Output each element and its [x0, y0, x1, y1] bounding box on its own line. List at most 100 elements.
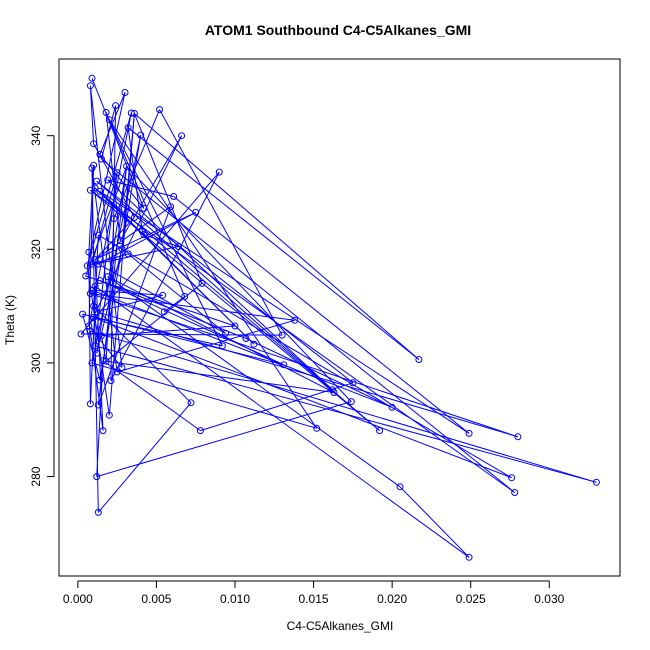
- data-point: [514, 433, 522, 441]
- series-line-segment: [105, 112, 121, 241]
- series-line-segment: [159, 109, 283, 336]
- series-line-segment: [200, 382, 354, 432]
- data-point: [110, 215, 118, 223]
- series-line-segment: [119, 135, 183, 242]
- data-point: [88, 260, 96, 268]
- data-point: [137, 131, 145, 139]
- series-line-segment: [90, 330, 597, 483]
- series-line-segment: [89, 85, 123, 368]
- series-line-segment: [91, 172, 118, 265]
- series-line-segment: [108, 119, 223, 347]
- series-line-segment: [110, 105, 117, 381]
- y-tick-label: 320: [29, 239, 43, 259]
- series-line-segment: [91, 362, 317, 429]
- series-line-segment: [94, 345, 597, 483]
- data-point: [94, 401, 102, 409]
- series-line-segment: [99, 190, 470, 434]
- series-line-segment: [96, 180, 333, 391]
- series-line-segment: [96, 401, 352, 478]
- data-point: [86, 400, 94, 408]
- series-line-segment: [98, 263, 226, 334]
- data-point: [93, 177, 101, 185]
- data-point: [102, 357, 110, 365]
- x-tick-label: 0.030: [534, 592, 564, 606]
- series-line-segment: [96, 294, 163, 313]
- data-point: [127, 109, 135, 117]
- data-point: [96, 187, 104, 195]
- series-line-segment: [134, 113, 420, 360]
- data-point: [86, 82, 94, 90]
- series-line-segment: [96, 180, 354, 384]
- y-tick-label: 280: [29, 466, 43, 486]
- data-point: [130, 110, 138, 117]
- series-line-segment: [93, 317, 512, 479]
- data-point: [86, 186, 94, 194]
- series-line-segment: [127, 127, 420, 360]
- data-point: [94, 231, 102, 239]
- data-point: [376, 427, 384, 435]
- data-point: [328, 386, 336, 394]
- y-axis-label: Theta (K): [3, 295, 17, 345]
- data-point: [96, 150, 104, 158]
- data-point: [104, 273, 112, 281]
- data-point: [222, 329, 230, 337]
- y-axis: 280 300 320 340: [29, 125, 55, 487]
- series-line-segment: [164, 296, 185, 313]
- data-lines: [80, 78, 597, 558]
- data-point: [242, 335, 250, 342]
- data-point: [79, 310, 87, 318]
- data-point: [159, 291, 167, 299]
- data-point: [112, 102, 120, 110]
- data-point: [192, 208, 200, 216]
- data-point: [170, 193, 178, 200]
- data-point: [85, 248, 93, 256]
- data-point: [140, 204, 148, 212]
- data-point: [93, 308, 101, 316]
- data-point: [113, 368, 121, 376]
- data-point: [85, 322, 93, 330]
- data-point: [140, 231, 148, 239]
- series-line-segment: [105, 218, 115, 362]
- data-points: [77, 74, 600, 561]
- series-line-segment: [110, 171, 220, 381]
- data-point: [102, 108, 110, 116]
- x-tick-label: 0.020: [377, 592, 407, 606]
- series-line-segment: [107, 179, 174, 197]
- x-axis-label: C4-C5Alkanes_GMI: [287, 619, 394, 633]
- y-tick-label: 300: [29, 353, 43, 373]
- data-point: [250, 340, 258, 348]
- data-point: [97, 155, 105, 163]
- plot-frame: [58, 58, 621, 577]
- series-line-segment: [91, 289, 393, 408]
- series-line-segment: [89, 85, 95, 144]
- data-point: [181, 293, 189, 300]
- series-line-segment: [97, 402, 192, 513]
- series-line-segment: [96, 360, 104, 477]
- data-point: [113, 169, 121, 177]
- series-line-segment: [399, 486, 470, 558]
- data-point: [130, 214, 138, 221]
- data-point: [174, 243, 182, 250]
- data-point: [99, 427, 107, 435]
- series-line-segment: [101, 158, 516, 493]
- data-point: [511, 489, 519, 496]
- data-point: [88, 74, 96, 82]
- data-point: [118, 245, 126, 253]
- data-point: [94, 508, 102, 516]
- series-line-segment: [94, 187, 255, 345]
- data-point: [96, 277, 104, 285]
- data-point: [77, 330, 85, 338]
- data-point: [508, 474, 516, 482]
- data-point: [88, 359, 96, 367]
- data-point: [105, 411, 113, 419]
- data-point: [349, 379, 357, 387]
- data-point: [278, 331, 286, 339]
- series-line-segment: [99, 92, 126, 155]
- data-point: [124, 250, 132, 258]
- series-line-segment: [87, 246, 179, 267]
- data-point: [347, 398, 355, 406]
- data-point: [90, 140, 98, 148]
- data-point: [96, 376, 104, 384]
- data-point: [104, 176, 112, 184]
- data-point: [215, 168, 223, 176]
